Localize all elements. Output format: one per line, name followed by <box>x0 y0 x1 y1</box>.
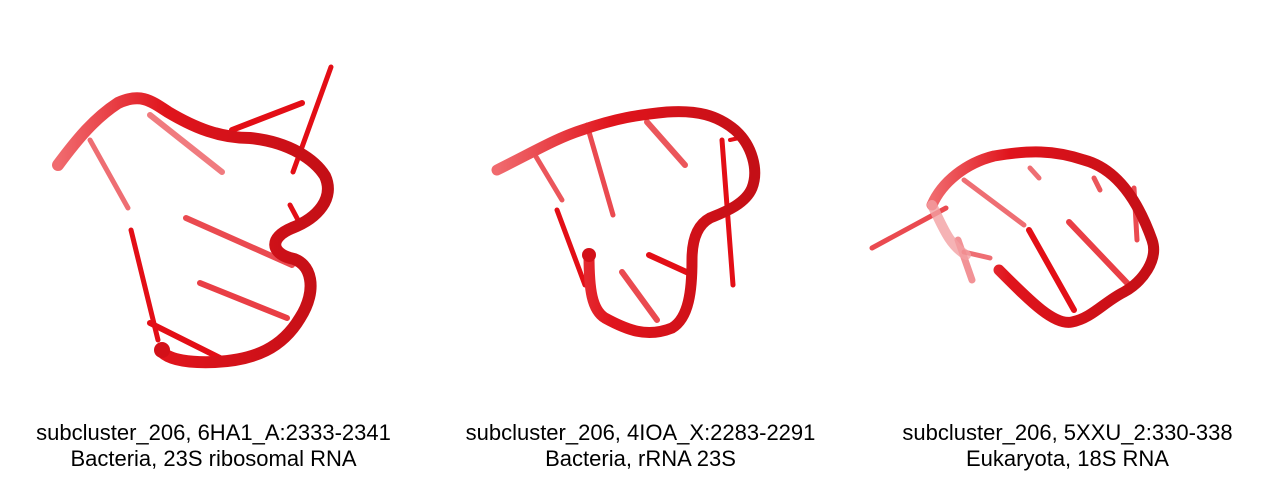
structure-subtitle-3: Eukaryota, 18S RNA <box>966 446 1169 471</box>
caption-1: subcluster_206, 6HA1_A:2333-2341 Bacteri… <box>0 420 427 472</box>
rna-structure-image-3 <box>869 146 1159 328</box>
structure-panel-2: subcluster_206, 4IOA_X:2283-2291 Bacteri… <box>427 0 854 480</box>
structure-subtitle-1: Bacteria, 23S ribosomal RNA <box>70 446 357 471</box>
structure-title-1: subcluster_206, 6HA1_A:2333-2341 <box>36 420 391 445</box>
caption-3: subcluster_206, 5XXU_2:330-338 Eukaryota… <box>854 420 1280 472</box>
structure-title-3: subcluster_206, 5XXU_2:330-338 <box>902 420 1233 445</box>
structure-panel-1: subcluster_206, 6HA1_A:2333-2341 Bacteri… <box>0 0 427 480</box>
rna-structure-image-2 <box>491 106 761 339</box>
structure-title-2: subcluster_206, 4IOA_X:2283-2291 <box>465 420 816 445</box>
caption-2: subcluster_206, 4IOA_X:2283-2291 Bacteri… <box>427 420 854 472</box>
structure-subtitle-2: Bacteria, rRNA 23S <box>545 446 736 471</box>
structure-panel-3: subcluster_206, 5XXU_2:330-338 Eukaryota… <box>854 0 1280 480</box>
rna-structure-image-1 <box>52 64 334 369</box>
